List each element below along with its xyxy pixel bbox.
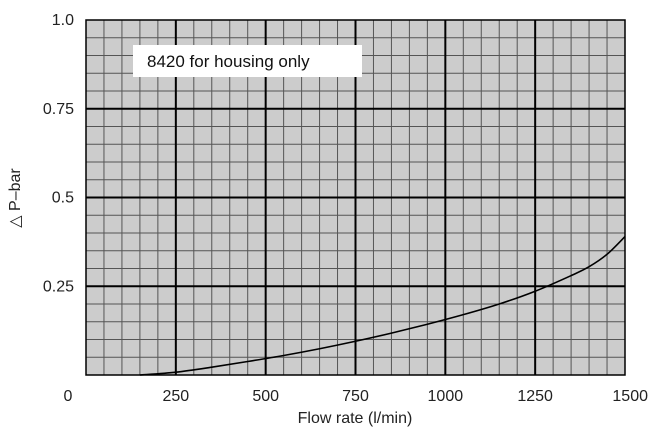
- x-tick-label: 750: [342, 388, 369, 405]
- y-tick-label: 0.5: [52, 190, 74, 207]
- annotation-box: 8420 for housing only: [133, 45, 362, 77]
- y-tick-label: 1.0: [52, 12, 74, 29]
- y-tick-labels: 0.25 0.5 0.75 1.0: [43, 12, 74, 295]
- y-axis-label: △ P–bar: [7, 168, 24, 228]
- y-tick-label: 0.75: [43, 101, 74, 118]
- x-tick-label: 500: [252, 388, 279, 405]
- x-tick-label: 0: [64, 388, 73, 405]
- x-tick-label: 1000: [428, 388, 464, 405]
- x-tick-label: 250: [162, 388, 189, 405]
- annotation-label: 8420 for housing only: [147, 52, 310, 71]
- y-tick-label: 0.25: [43, 278, 74, 295]
- pressure-drop-curve: [139, 235, 626, 376]
- x-tick-label: 1500: [612, 388, 648, 405]
- x-tick-label: 1250: [517, 388, 553, 405]
- x-tick-labels: 0 250 500 750 1000 1250 1500: [64, 388, 649, 405]
- annotation-background: [133, 45, 362, 77]
- x-axis-label: Flow rate (l/min): [298, 410, 413, 427]
- plot-frame: [85, 19, 626, 376]
- major-grid: [86, 20, 625, 375]
